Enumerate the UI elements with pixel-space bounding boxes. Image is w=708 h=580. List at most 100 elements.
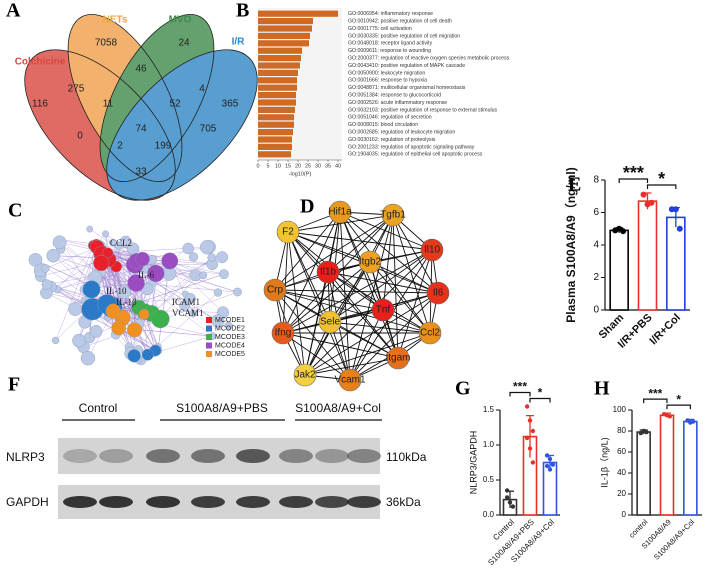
- node: [185, 293, 196, 304]
- blot-band: [236, 449, 270, 463]
- edge: [329, 261, 371, 323]
- node: [147, 264, 165, 283]
- y-tick-label: 1.5: [483, 405, 495, 414]
- category-label: GO:2001233: regulation of apoptotic sign…: [348, 144, 475, 150]
- node: [68, 302, 83, 316]
- bar: [258, 47, 302, 54]
- y-tick-label: 0.0: [483, 510, 495, 519]
- legend-swatch: [206, 325, 212, 332]
- node: [418, 321, 442, 345]
- edge: [160, 257, 212, 320]
- edge: [369, 261, 431, 334]
- data-point: [690, 419, 696, 424]
- bar: [258, 18, 313, 25]
- category-label: GO:0006954: inflammatory response: [348, 11, 433, 17]
- edge: [287, 231, 399, 359]
- bar: [659, 414, 675, 516]
- y-axis-label: IL-1β（ng/L): [599, 437, 609, 487]
- node: [371, 298, 395, 322]
- node-label: Il10: [424, 245, 441, 256]
- bar: [258, 10, 338, 17]
- node: [52, 235, 67, 250]
- bar: [258, 69, 298, 76]
- gene-label: CCL2: [110, 238, 132, 248]
- bar: [258, 84, 297, 91]
- y-tick-label: 0.5: [483, 475, 495, 484]
- y-tick-label: 4: [593, 240, 599, 251]
- significance-label: ***: [623, 163, 644, 183]
- node: [127, 349, 141, 363]
- node: [72, 333, 87, 348]
- node: [381, 203, 405, 227]
- bar: [258, 55, 301, 62]
- edge: [143, 314, 148, 355]
- significance-bracket: [529, 397, 551, 403]
- data-point: [530, 428, 536, 434]
- venn-diagram: [24, 14, 258, 201]
- node: [114, 241, 123, 250]
- blot-band: [191, 449, 225, 463]
- node: [86, 225, 94, 233]
- y-tick-label: 8: [593, 175, 599, 186]
- blot-band: [279, 496, 313, 508]
- legend-label: MCODE5: [215, 351, 245, 358]
- node-label: Ifng: [275, 328, 292, 339]
- node-label: Vcam1: [334, 375, 366, 386]
- x-tick-label: 20: [295, 163, 301, 169]
- blot-band: [99, 449, 133, 463]
- western-blot: [58, 419, 382, 519]
- panel-label: C: [8, 200, 22, 222]
- blot-band: [63, 496, 97, 508]
- significance-bracket: [618, 178, 649, 183]
- data-point: [504, 488, 510, 493]
- node: [426, 281, 450, 305]
- protein-label: NLRP3: [6, 450, 45, 464]
- blot-band: [99, 496, 133, 508]
- data-point: [667, 414, 673, 419]
- category-label: GO:0001666: response to hypoxia: [348, 78, 427, 84]
- edge: [282, 332, 351, 381]
- edge: [274, 214, 394, 291]
- edge: [57, 244, 97, 290]
- data-point: [547, 456, 553, 462]
- panel-label: G: [455, 378, 471, 400]
- node: [213, 288, 223, 297]
- node: [51, 336, 60, 345]
- venn-set-label: I/R: [232, 37, 246, 48]
- node: [93, 254, 110, 272]
- bar: [258, 106, 295, 113]
- node: [41, 279, 53, 290]
- data-point: [527, 418, 533, 423]
- node: [207, 253, 217, 262]
- data-point: [620, 228, 627, 235]
- node: [135, 251, 150, 267]
- node: [293, 363, 317, 387]
- data-point: [530, 460, 536, 465]
- venn-count: 46: [135, 64, 147, 75]
- node: [216, 251, 229, 264]
- blot-band: [279, 449, 313, 463]
- significance-label: ***: [648, 386, 662, 400]
- bar: [258, 121, 294, 128]
- node: [82, 280, 101, 299]
- node-label: Sele: [320, 317, 340, 328]
- venn-count: 11: [103, 99, 114, 110]
- significance-bracket: [666, 404, 691, 410]
- significance-label: *: [658, 169, 665, 189]
- bar: [258, 114, 294, 121]
- category-label: GO:0032103: positive regulation of respo…: [348, 107, 497, 113]
- node: [271, 321, 295, 345]
- blot-band: [347, 449, 381, 463]
- category-label: GO:0009611: response to wounding: [348, 48, 431, 54]
- category-label: GO:0002526: acute inflammatory response: [348, 100, 447, 106]
- significance-bracket: [509, 391, 531, 397]
- data-point: [544, 463, 550, 469]
- category-label: GO:0043410: positive regulation of MAPK …: [348, 63, 465, 69]
- venn-set: [67, 14, 183, 182]
- edge: [169, 260, 224, 313]
- bar: [637, 200, 658, 311]
- panel-label: E: [568, 174, 581, 196]
- node: [420, 238, 444, 262]
- network-c: [28, 225, 242, 366]
- y-tick-label: 1.0: [483, 440, 495, 449]
